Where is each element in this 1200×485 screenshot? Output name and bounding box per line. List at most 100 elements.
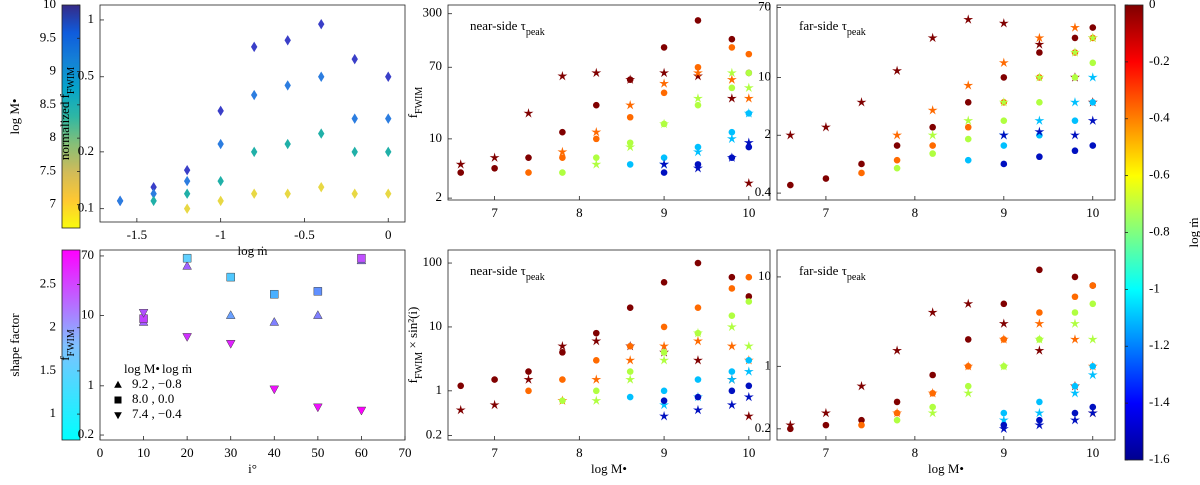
point — [1070, 318, 1080, 328]
point — [1034, 334, 1045, 344]
point — [1034, 345, 1045, 355]
point — [356, 406, 367, 416]
colorbar-tick-label: 0 — [1149, 0, 1156, 11]
point — [591, 126, 602, 137]
point — [1034, 72, 1045, 82]
point — [892, 407, 903, 418]
point — [963, 14, 974, 24]
point — [150, 195, 157, 207]
point — [660, 44, 668, 51]
point — [893, 164, 901, 172]
y-tick-label: 0.1 — [78, 200, 94, 215]
annotation: far-side τpeak — [799, 18, 866, 38]
point — [625, 99, 636, 110]
point — [351, 188, 358, 199]
point — [694, 304, 702, 312]
point — [820, 407, 831, 418]
point — [858, 416, 865, 424]
point — [998, 414, 1009, 425]
x-tick-label: 30 — [224, 445, 237, 460]
point — [694, 63, 702, 71]
point — [929, 142, 936, 149]
point — [745, 50, 753, 58]
y-tick-label: 10 — [758, 268, 771, 283]
point — [591, 67, 602, 78]
point — [313, 287, 323, 296]
point — [743, 411, 754, 421]
point — [998, 130, 1009, 140]
point — [626, 368, 634, 375]
plot-area — [447, 4, 771, 201]
point — [455, 404, 466, 415]
point — [625, 141, 636, 152]
point — [1036, 153, 1043, 161]
x-tick-label: 9 — [661, 445, 668, 460]
plot-area — [776, 249, 1116, 441]
point — [726, 74, 737, 84]
point — [270, 289, 279, 299]
colorbar-tick-label: 9 — [50, 63, 57, 78]
point — [625, 74, 636, 84]
plot-area — [447, 249, 771, 441]
point — [592, 101, 600, 109]
point — [858, 169, 865, 177]
x-tick-label: 8 — [576, 445, 583, 460]
point — [893, 142, 901, 149]
point — [559, 349, 566, 356]
legend-label: 9.2 , −0.8 — [132, 376, 182, 391]
point — [523, 108, 534, 118]
point — [351, 146, 358, 158]
point — [626, 161, 634, 168]
point — [592, 154, 600, 161]
point — [858, 421, 865, 429]
plot-area — [99, 4, 406, 223]
point — [489, 399, 500, 410]
point — [927, 407, 938, 418]
y-tick-label: 300 — [423, 5, 443, 20]
x-tick-label: 50 — [311, 445, 324, 460]
point — [557, 146, 568, 157]
point — [217, 175, 224, 187]
x-tick-label: -0.5 — [294, 227, 315, 242]
point — [225, 310, 236, 319]
point — [525, 169, 532, 176]
colorbar-tick-label: -0.4 — [1149, 110, 1170, 125]
point — [250, 146, 258, 158]
point — [745, 298, 753, 305]
point — [929, 123, 936, 131]
x-tick-label: 8 — [576, 205, 583, 220]
point — [1087, 32, 1098, 43]
point — [998, 57, 1009, 68]
point — [726, 374, 737, 384]
point — [660, 323, 668, 331]
point — [659, 411, 670, 421]
point — [525, 387, 532, 395]
x-tick-label: 10 — [742, 445, 755, 460]
y-tick-label: 70 — [81, 247, 94, 262]
point — [726, 340, 737, 351]
point — [592, 387, 600, 395]
point — [385, 71, 392, 82]
x-tick-label: 60 — [355, 445, 368, 460]
y-tick-label: 1 — [88, 11, 95, 26]
y-axis-label-part: FWIM — [414, 87, 425, 114]
point — [929, 150, 936, 157]
point — [1034, 32, 1045, 43]
point — [963, 80, 974, 90]
y-axis-label: fFWIM — [405, 87, 425, 119]
legend-marker — [114, 412, 122, 420]
x-axis-label-part: log M• — [591, 461, 627, 476]
point — [1087, 369, 1098, 380]
point — [728, 368, 736, 375]
point — [1071, 409, 1079, 417]
point — [116, 195, 124, 207]
point — [357, 253, 366, 263]
point — [226, 272, 235, 282]
point — [592, 357, 600, 364]
y-tick-label: 10 — [429, 318, 442, 333]
colorbar-tick-label: 7 — [50, 196, 57, 211]
point — [1034, 126, 1045, 137]
point — [1000, 300, 1008, 308]
point — [1070, 97, 1080, 107]
